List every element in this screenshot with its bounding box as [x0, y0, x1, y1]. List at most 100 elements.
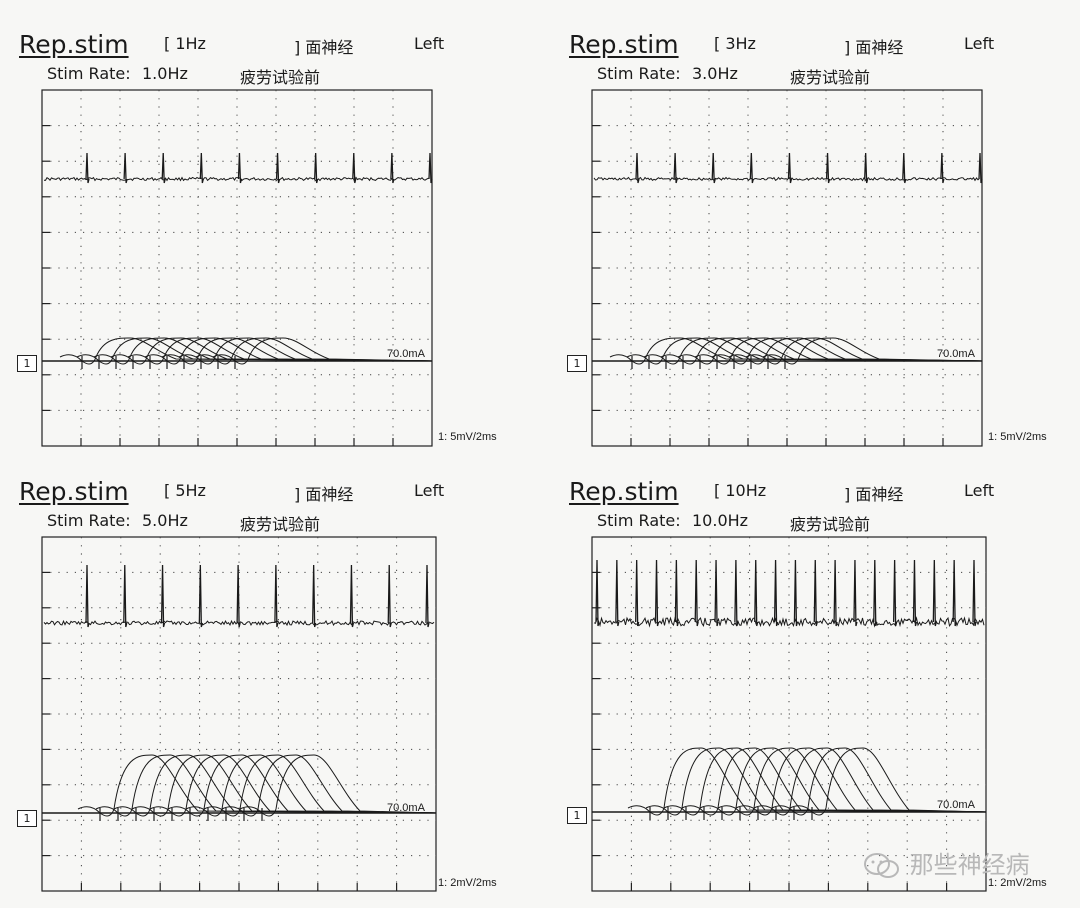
- condition-label: 疲劳试验前: [790, 68, 871, 87]
- cmap-response: [677, 337, 983, 365]
- side-label: Left: [964, 34, 995, 53]
- cmap-response: [753, 747, 987, 816]
- stimulus-artifact: [793, 559, 799, 627]
- stimulus-artifact: [314, 152, 319, 184]
- cmap-response: [663, 747, 987, 816]
- stimulus-artifact: [711, 152, 716, 184]
- stimulus-artifact: [123, 152, 128, 184]
- stimulus-artifact: [199, 152, 204, 184]
- cmap-response: [789, 747, 987, 816]
- current-label: 70.0mA: [387, 802, 425, 814]
- stimulus-artifact: [635, 152, 640, 184]
- stimulus-artifact: [275, 152, 281, 184]
- cmap-response: [745, 337, 983, 365]
- panel-title: Rep.stim: [19, 30, 129, 59]
- stimulus-artifact: [673, 152, 678, 184]
- stimulus-artifact: [349, 564, 355, 628]
- stimulus-artifact: [787, 152, 793, 184]
- stimulus-artifact: [694, 559, 699, 627]
- stimulus-artifact: [352, 152, 357, 184]
- nerve-label: ] 面神经: [844, 38, 904, 57]
- frequency-label: [ 1Hz: [164, 34, 206, 53]
- panel-10hz: Rep.stim [ 10Hz ] 面神经 Left Stim Rate: 10…: [550, 447, 1080, 901]
- stimulus-artifact: [674, 559, 679, 627]
- cmap-response: [95, 754, 437, 817]
- oscilloscope-plot: [41, 89, 433, 447]
- channel-marker: 1: [17, 810, 37, 827]
- stimulus-artifact: [236, 564, 241, 628]
- stimulus-artifact: [390, 152, 395, 184]
- nerve-label: ] 面神经: [844, 485, 904, 504]
- stim-rate-label: Stim Rate:: [47, 64, 131, 83]
- current-label: 70.0mA: [937, 348, 975, 360]
- stimulus-artifact: [972, 559, 977, 627]
- stimulus-artifact: [978, 152, 983, 184]
- stimulus-artifact: [635, 559, 640, 627]
- condition-label: 疲劳试验前: [240, 68, 321, 87]
- cmap-response: [203, 754, 437, 817]
- side-label: Left: [414, 34, 445, 53]
- nerve-label: ] 面神经: [294, 38, 354, 57]
- stimulus-artifact: [85, 564, 90, 628]
- stim-rate-label: Stim Rate:: [47, 511, 131, 530]
- watermark-text: 那些神经病: [909, 851, 1030, 879]
- cmap-response: [195, 337, 433, 365]
- frequency-label: [ 10Hz: [714, 481, 767, 500]
- cmap-response: [694, 337, 983, 365]
- stimulus-artifact: [932, 559, 937, 627]
- scale-label: 1: 5mV/2ms: [438, 431, 497, 443]
- oscilloscope-plot: [591, 536, 987, 892]
- panel-title: Rep.stim: [19, 477, 129, 506]
- cmap-response: [711, 337, 983, 365]
- stim-rate-value: 3.0Hz: [692, 64, 738, 83]
- panel-1hz: Rep.stim [ 1Hz ] 面神经 Left Stim Rate: 1.0…: [0, 0, 540, 454]
- baseline-trace: [593, 176, 980, 182]
- cmap-response: [59, 337, 433, 365]
- panel-5hz: Rep.stim [ 5Hz ] 面神经 Left Stim Rate: 5.0…: [0, 447, 540, 901]
- current-label: 70.0mA: [937, 799, 975, 811]
- stimulus-artifact: [615, 559, 620, 627]
- cmap-response: [609, 337, 983, 365]
- stimulus-artifact: [864, 152, 869, 184]
- nerve-label: ] 面神经: [294, 485, 354, 504]
- scale-label: 1: 5mV/2ms: [988, 431, 1047, 443]
- frequency-label: [ 5Hz: [164, 481, 206, 500]
- stimulus-artifact: [873, 559, 878, 627]
- stimulus-artifact: [773, 559, 779, 627]
- cmap-response: [627, 747, 987, 816]
- cmap-response: [239, 754, 437, 817]
- oscilloscope-plot: [41, 536, 437, 892]
- stimulus-artifact: [312, 564, 317, 628]
- cmap-response: [93, 337, 433, 365]
- stimulus-artifact: [940, 152, 945, 184]
- cmap-response: [717, 747, 987, 816]
- stimulus-artifact: [813, 559, 818, 627]
- channel-marker: 1: [567, 355, 587, 372]
- cmap-response: [681, 747, 987, 816]
- scope-area: [591, 536, 987, 892]
- baseline-trace: [43, 176, 430, 182]
- cmap-response: [76, 337, 433, 365]
- stimulus-artifact: [428, 152, 433, 184]
- cmap-response: [699, 747, 987, 816]
- panel-title: Rep.stim: [569, 30, 679, 59]
- scope-area: [591, 89, 983, 447]
- scale-label: 1: 2mV/2ms: [988, 877, 1047, 889]
- side-label: Left: [414, 481, 445, 500]
- cmap-response: [167, 754, 437, 817]
- condition-label: 疲劳试验前: [790, 515, 871, 534]
- stim-rate-label: Stim Rate:: [597, 511, 681, 530]
- oscilloscope-plot: [591, 89, 983, 447]
- scope-area: [41, 89, 433, 447]
- cmap-response: [113, 754, 437, 817]
- cmap-response: [645, 747, 987, 816]
- stimulus-artifact: [833, 559, 838, 627]
- cmap-response: [728, 337, 983, 365]
- cmap-response: [144, 337, 433, 365]
- stimulus-artifact: [160, 564, 166, 628]
- stimulus-artifact: [734, 559, 739, 627]
- cmap-response: [77, 754, 437, 817]
- stim-rate-value: 1.0Hz: [142, 64, 188, 83]
- stimulus-artifact: [274, 564, 279, 628]
- stimulus-artifact: [85, 152, 90, 184]
